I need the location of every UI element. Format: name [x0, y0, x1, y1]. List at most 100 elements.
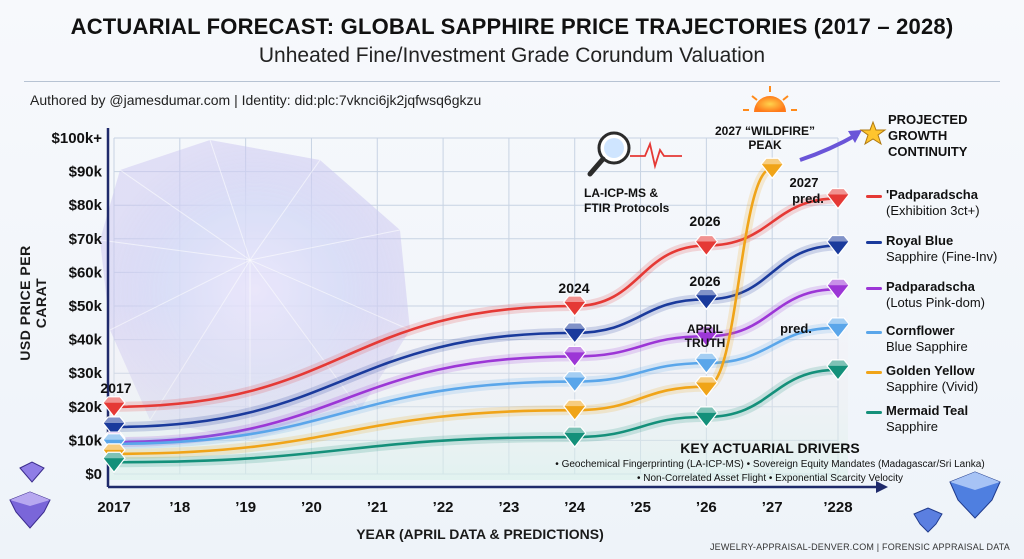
gem-body: [826, 187, 850, 210]
gem-body: [826, 278, 850, 301]
gem-crown: [103, 416, 125, 423]
y-tick-label: $20k: [69, 399, 103, 416]
gem-body: [694, 376, 719, 398]
heartbeat-signal-icon: [630, 141, 682, 170]
x-tick-label: 2017: [97, 499, 130, 516]
gem-body: [562, 295, 587, 317]
label-2017: 2017: [100, 380, 131, 396]
drivers-title: KEY ACTUARIAL DRIVERS: [680, 440, 860, 456]
data-point-gem: [760, 157, 784, 180]
author-byline: Authored by @jamesdumar.com | Identity: …: [30, 92, 482, 108]
gem-crown: [695, 326, 718, 333]
legend-label: Cornflower Blue Sapphire: [886, 323, 968, 355]
legend-detail: Sapphire: [886, 419, 939, 434]
label-2026-upper: 2026: [689, 213, 720, 229]
lab-line-2: FTIR Protocols: [584, 201, 670, 215]
series-line: [113, 197, 839, 409]
data-point-gem: [694, 376, 719, 398]
sun-icon: [743, 86, 797, 112]
gem-body: [562, 371, 587, 393]
gem-crown: [827, 317, 849, 324]
corner-gem-right-small-icon: [913, 507, 943, 533]
april-line-1: APRIL: [687, 322, 723, 336]
legend-name: Golden Yellow: [886, 363, 975, 378]
data-point-gem: [826, 359, 850, 381]
corner-gem-left-small-icon: [19, 461, 45, 483]
gem-crown: [695, 376, 718, 383]
legend-swatch: [866, 241, 882, 244]
x-tick-label: ’19: [235, 499, 256, 516]
data-point-gem: [102, 396, 126, 418]
chart-title: ACTUARIAL FORECAST: GLOBAL SAPPHIRE PRIC…: [70, 14, 954, 39]
legend-detail: Sapphire (Vivid): [886, 379, 979, 394]
data-point-gem: [562, 345, 587, 368]
legend-swatch: [866, 331, 882, 334]
gem-body: [694, 234, 719, 257]
x-tick-label: ’228: [823, 499, 852, 516]
legend-swatch: [866, 371, 882, 374]
legend-swatch: [866, 195, 882, 198]
data-point-gem: [694, 234, 719, 257]
data-point-gem: [562, 426, 587, 449]
gem-body: [562, 322, 587, 344]
data-point-gem: [562, 295, 587, 317]
gem-body: [102, 451, 126, 474]
gem-crown: [563, 427, 586, 434]
y-tick-label: $70k: [69, 231, 103, 248]
y-axis-label: USD PRICE PER CARAT: [17, 245, 49, 361]
x-axis-label: YEAR (APRIL DATA & PREDICTIONS): [356, 526, 604, 542]
series-line: [113, 326, 839, 446]
gem-crown: [103, 452, 125, 459]
legend-label: Golden Yellow Sapphire (Vivid): [886, 363, 978, 395]
drivers-line-1: • Geochemical Fingerprinting (LA-ICP-MS)…: [555, 459, 985, 470]
wildfire-line-2: PEAK: [748, 138, 782, 152]
wildfire-peak-annotation: 2027 “WILDFIRE” PEAK: [705, 124, 825, 152]
label-pred: pred.: [780, 321, 812, 336]
gem-crown: [695, 289, 718, 296]
series-line: [113, 166, 773, 456]
gem-body: [562, 399, 587, 422]
lab-line-1: LA-ICP-MS &: [584, 186, 658, 200]
y-tick-label: $90k: [69, 164, 103, 181]
x-tick-label: ’26: [696, 499, 717, 516]
gem-body: [694, 352, 719, 375]
gem-body: [694, 325, 719, 348]
data-point-gem: [826, 187, 850, 210]
data-point-gem: [826, 317, 850, 339]
data-point-gem: [102, 416, 126, 438]
gem-crown: [695, 235, 718, 242]
corner-gem-right-icon: [949, 471, 1001, 519]
gem-body: [826, 234, 850, 257]
x-axis-arrowhead: [876, 481, 888, 493]
gem-crown: [827, 279, 849, 286]
key-drivers-panel: KEY ACTUARIAL DRIVERS • Geochemical Fing…: [520, 440, 1020, 484]
y-tick-label: $80k: [69, 197, 103, 214]
y-tick-label: $30k: [69, 365, 103, 382]
projected-arrow-head: [848, 130, 862, 143]
projected-line-2: GROWTH: [888, 128, 948, 143]
gem-body: [694, 288, 719, 311]
gem-body: [826, 317, 850, 339]
y-tick-label: $60k: [69, 264, 103, 281]
gem-body: [102, 396, 126, 418]
star-icon: [859, 120, 887, 146]
gem-crown: [563, 346, 586, 353]
april-truth-annotation: APRIL TRUTH: [672, 322, 738, 350]
drivers-line-2: • Non-Correlated Asset Flight • Exponent…: [636, 473, 903, 484]
y-tick-label: $40k: [69, 332, 103, 349]
legend-label: Royal Blue Sapphire (Fine-Inv): [886, 233, 997, 265]
label-2027-pred-word: pred.: [792, 191, 824, 206]
data-point-gem: [826, 278, 850, 301]
data-point-gem: [694, 288, 719, 311]
series-line: [113, 287, 839, 444]
y-tick-label: $50k: [69, 298, 103, 315]
legend-label: 'Padparadscha (Exhibition 3ct+): [886, 187, 980, 219]
projected-line-1: PROJECTED: [888, 112, 968, 127]
gem-crown: [563, 400, 586, 407]
x-tick-label: ’25: [630, 499, 651, 516]
legend-name: Royal Blue: [886, 233, 954, 248]
projected-growth-annotation: PROJECTED GROWTH CONTINUITY: [888, 112, 967, 160]
legend-detail: (Exhibition 3ct+): [886, 203, 980, 218]
gem-body: [694, 406, 719, 428]
